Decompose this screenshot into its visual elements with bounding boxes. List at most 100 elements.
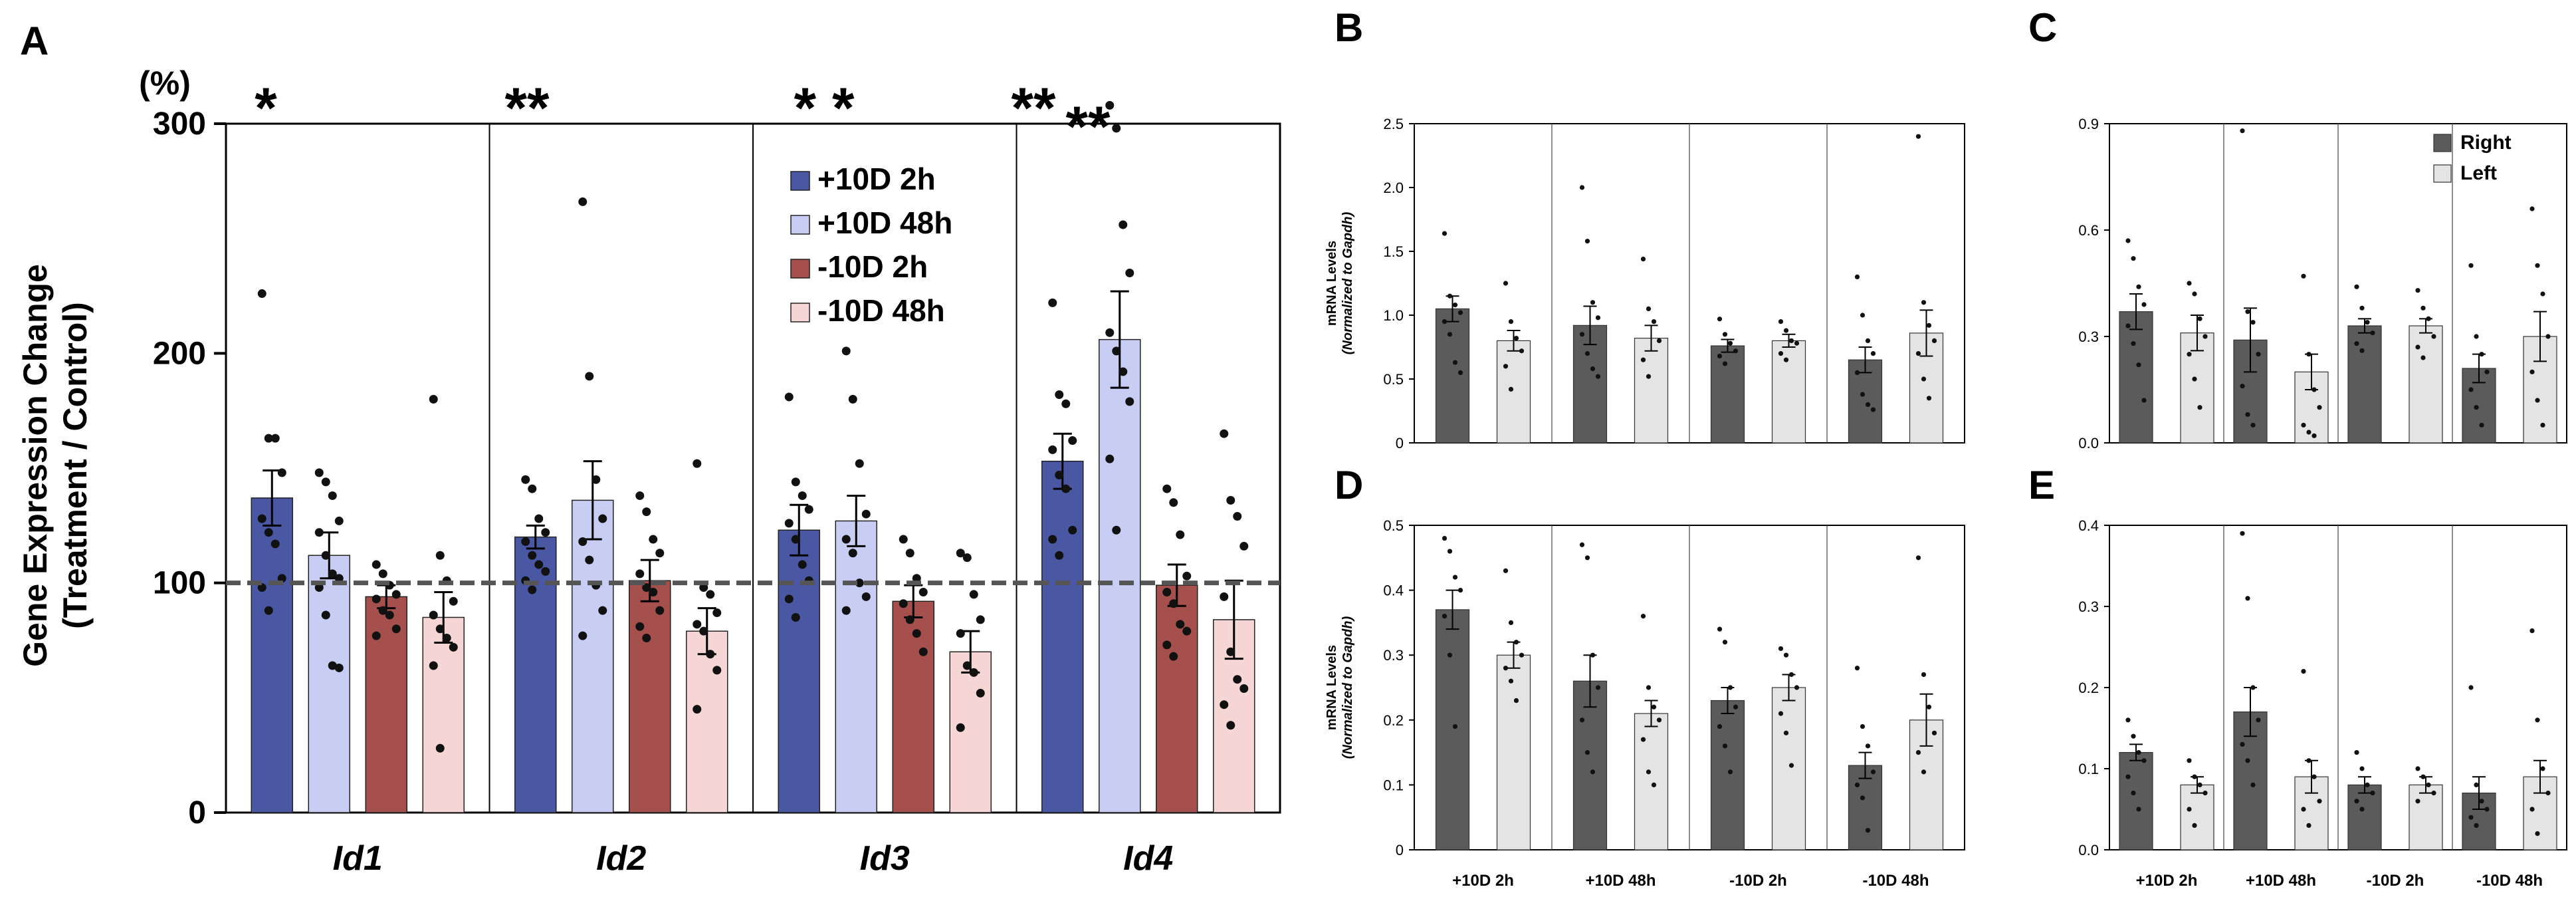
panel-c-point [2468, 263, 2474, 268]
panel-e-point [2187, 758, 2192, 763]
panel-b-point [1656, 338, 1662, 343]
panel-e-point [2535, 717, 2540, 723]
panel-c-point [2354, 341, 2359, 346]
panel-d-bar [1634, 713, 1669, 850]
panel-c-point [2187, 281, 2192, 286]
panel-a-yunit: (%) [139, 64, 191, 102]
panel-e-xlabel: +10D 2h [2136, 872, 2198, 890]
panel-a-point [598, 514, 607, 523]
panel-a-point [1220, 700, 1229, 710]
panel-b-ytick-label: 2.0 [1383, 180, 1404, 196]
panel-e-point [2136, 807, 2141, 812]
panel-e-point [2197, 782, 2202, 787]
panel-a-point [1162, 587, 1172, 596]
panel-a-point [328, 569, 337, 579]
panel-a-point [969, 668, 978, 677]
panel-d-point [1854, 782, 1860, 787]
panel-a-point [435, 624, 445, 634]
panel-a-point [1048, 298, 1057, 307]
panel-a-point [956, 723, 965, 732]
panel-a-legend-label: +10D 48h [817, 205, 952, 240]
panel-a-point [521, 537, 530, 547]
panel-c-point [2370, 330, 2375, 336]
panel-a-ytick-label: 200 [153, 336, 206, 371]
panel-e-point [2359, 807, 2365, 812]
panel-b-ytick-label: 0 [1396, 435, 1404, 452]
panel-c-point [2250, 320, 2256, 325]
panel-d-point [1788, 672, 1794, 678]
panel-a-point [1182, 626, 1192, 636]
panel-d-point [1579, 717, 1585, 723]
panel-c-point [2484, 369, 2490, 374]
panel-a-point [1182, 571, 1192, 580]
panel-e-chart: 0.0 0.1 0.2 0.3 0.4 +10D 2h +10D 48h -10D 2h -10… [2078, 517, 2567, 890]
panel-a-ytick-label: 300 [153, 106, 206, 142]
panel-c-ytick-label: 0.6 [2078, 222, 2099, 239]
panel-d-bar [1572, 680, 1608, 850]
panel-b-point [1508, 386, 1514, 392]
panel-e-point [2131, 733, 2136, 739]
panel-b-point [1442, 231, 1448, 236]
panel-a-point [635, 569, 645, 579]
panel-a-bar [1041, 460, 1084, 813]
panel-e-point [2354, 799, 2359, 804]
panel-c-legend-swatch [2433, 164, 2452, 183]
panel-e-xlabel: -10D 48h [2476, 872, 2543, 890]
panel-d-point [1656, 717, 1662, 723]
panel-c-point [2359, 305, 2365, 311]
panel-e-ytick-label: 0.4 [2078, 517, 2099, 534]
panel-d-point [1870, 769, 1876, 775]
panel-a-point [784, 594, 794, 604]
panel-e-point [2474, 823, 2479, 828]
panel-b-point [1921, 300, 1927, 305]
panel-a-point [635, 491, 645, 500]
panel-e-point [2250, 782, 2256, 787]
panel-d-point [1860, 723, 1866, 729]
panel-c-point [2545, 334, 2551, 339]
panel-d-point [1865, 743, 1871, 749]
panel-b-point [1442, 319, 1448, 324]
panel-a-xlabel: Id1 [333, 839, 383, 878]
panel-e-point [2245, 758, 2250, 763]
panel-b-point [1457, 370, 1463, 376]
panel-d-point [1646, 685, 1652, 690]
panel-a-point [257, 514, 267, 523]
panel-a-point [693, 459, 702, 468]
panel-c-point [2535, 263, 2540, 268]
panel-a-point [855, 459, 864, 468]
panel-a-point [314, 528, 324, 537]
panel-d-point [1921, 769, 1927, 775]
panel-a-point [435, 551, 445, 560]
panel-a-point [334, 516, 344, 525]
panel-a-bar [629, 580, 671, 813]
panel-b-bar [1771, 340, 1806, 444]
panel-c-point [2479, 352, 2484, 357]
panel-e-point [2125, 774, 2131, 779]
panel-c-point [2540, 422, 2545, 428]
panel-d-point [1717, 723, 1723, 729]
panel-d-point [1733, 704, 1739, 710]
panel-a-point [372, 560, 381, 569]
panel-a-point [541, 528, 550, 537]
panel-a-point [321, 551, 330, 560]
panel-a-point [1162, 484, 1172, 493]
panel-c-point [2245, 309, 2250, 315]
panel-e-point [2431, 791, 2436, 796]
panel-d-point [1783, 730, 1789, 735]
panel-c-point [2141, 398, 2147, 403]
panel-e-point [2529, 807, 2535, 812]
panel-a-point [1061, 399, 1071, 408]
panel-a-point [435, 743, 445, 753]
panel-a-point [784, 519, 794, 528]
panel-a-point [578, 537, 588, 547]
panel-a-point [1226, 647, 1235, 656]
panel-a-point [429, 610, 438, 620]
panel-d-bar [1496, 654, 1531, 850]
panel-c-point [2420, 305, 2426, 311]
panel-a-point [1226, 721, 1235, 730]
panel-a-ytick-label: 100 [153, 566, 206, 601]
panel-e-xlabel: -10D 2h [2367, 872, 2424, 890]
panel-a-point [1239, 684, 1249, 694]
panel-b-point [1778, 319, 1784, 324]
panel-d-point [1783, 652, 1789, 658]
